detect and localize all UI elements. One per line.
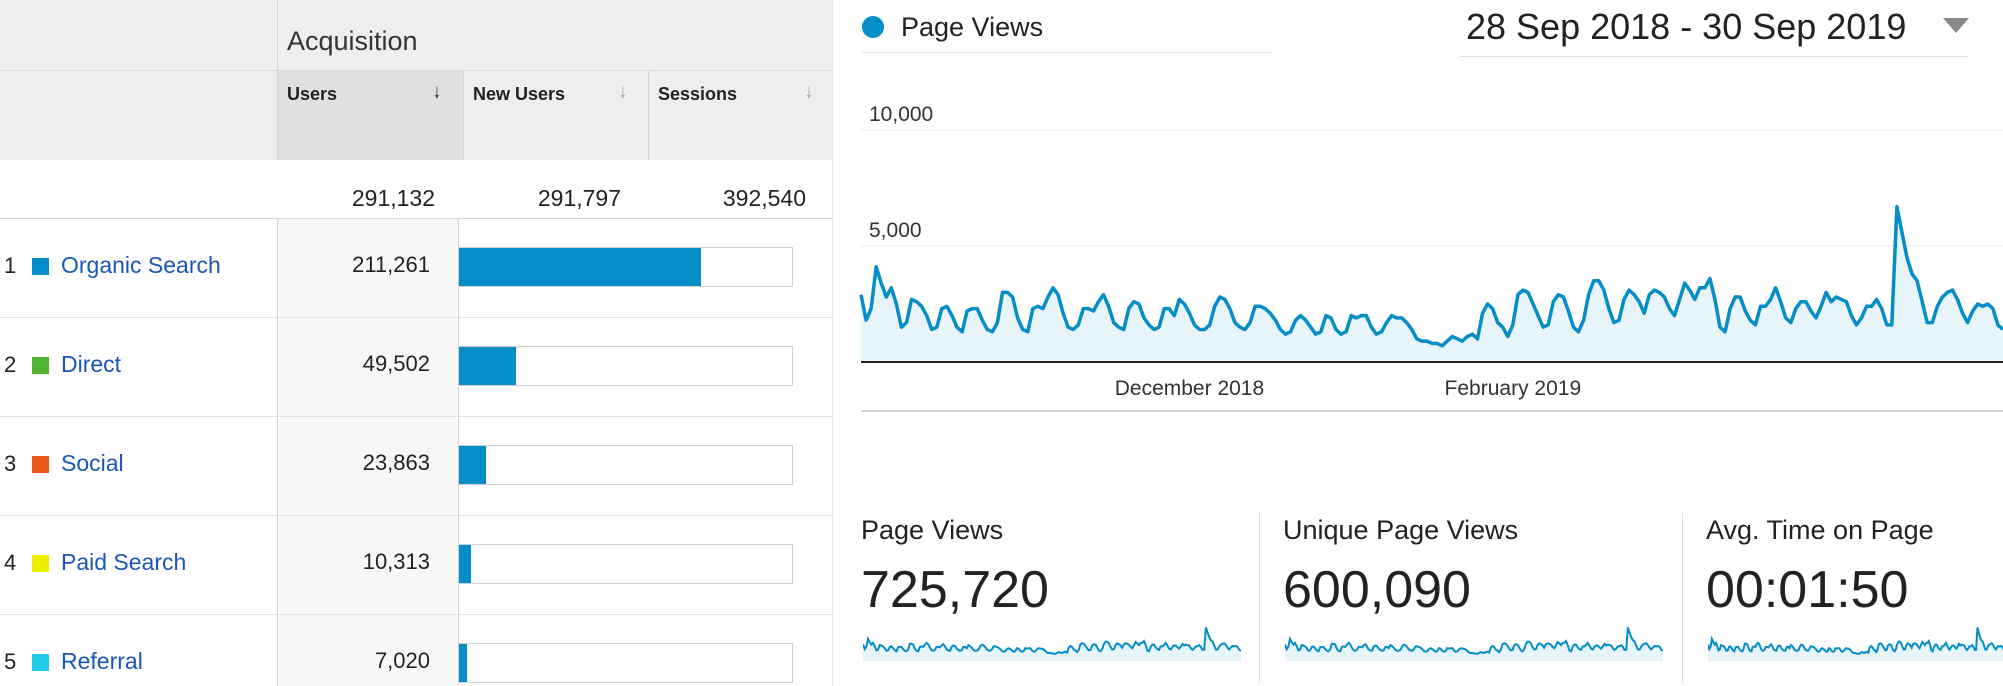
- column-divider: [648, 71, 649, 218]
- users-column-header-bg: [277, 71, 463, 160]
- metric-divider: [1259, 513, 1260, 683]
- legend-underline: [862, 52, 1272, 53]
- column-header-users[interactable]: Users: [287, 84, 338, 104]
- sparkline-line: [863, 627, 1241, 655]
- users-share-bar-fill: [459, 347, 516, 385]
- metric-label: Page Views: [861, 515, 1004, 545]
- metric-label: Avg. Time on Page: [1706, 515, 1934, 545]
- table-row: 2 Direct 49,502: [0, 318, 832, 417]
- pageviews-panel: Page Views 28 Sep 2018 - 30 Sep 2019 10,…: [833, 0, 2003, 686]
- sparkline-area: [1285, 627, 1663, 661]
- users-column-bg: [277, 219, 458, 686]
- total-users: 291,132: [351, 185, 435, 211]
- pageviews-chart: 10,000 5,000 December 2018 February 2019: [859, 103, 2003, 412]
- y-tick-label: 10,000: [869, 103, 933, 126]
- sparkline-line: [1285, 627, 1663, 655]
- sort-arrow-icon[interactable]: 🠓: [620, 85, 626, 102]
- metric-label: Unique Page Views: [1283, 515, 1519, 545]
- users-share-bar: [458, 247, 793, 287]
- metric-value: 00:01:50: [1706, 561, 1909, 619]
- table-row: 1 Organic Search 211,261: [0, 219, 832, 318]
- channel-color-swatch: [32, 357, 49, 374]
- pageviews-line: [859, 204, 2003, 348]
- table-row: 5 Referral 7,020: [0, 615, 832, 686]
- metric-divider: [1682, 513, 1683, 683]
- row-rank: 4: [4, 550, 17, 575]
- channel-color-swatch: [32, 654, 49, 671]
- channel-users-value: 211,261: [352, 252, 430, 277]
- channel-users-value: 23,863: [362, 450, 430, 475]
- x-tick-label: February 2019: [1445, 377, 1582, 400]
- table-row: 3 Social 23,863: [0, 417, 832, 516]
- users-share-bar-fill: [459, 644, 467, 682]
- users-share-bar: [458, 643, 793, 683]
- row-rank: 2: [4, 352, 17, 377]
- channel-users-value: 10,313: [362, 549, 430, 574]
- panel-divider: [832, 0, 833, 686]
- sort-arrow-icon[interactable]: 🠓: [806, 85, 812, 102]
- channel-link[interactable]: Social: [61, 450, 124, 476]
- acquisition-title: Acquisition: [287, 26, 418, 56]
- row-rank: 1: [4, 253, 17, 278]
- channel-color-swatch: [32, 258, 49, 275]
- total-new-users: 291,797: [537, 185, 621, 211]
- channel-color-swatch: [32, 456, 49, 473]
- users-share-bar: [458, 544, 793, 584]
- channel-color-swatch: [32, 555, 49, 572]
- column-header-sessions[interactable]: Sessions: [658, 84, 738, 104]
- column-header-new-users[interactable]: New Users: [473, 84, 566, 104]
- users-share-bar-fill: [459, 446, 486, 484]
- channel-link[interactable]: Organic Search: [61, 252, 221, 278]
- y-tick-label: 5,000: [869, 219, 922, 242]
- metric-sparkline: [863, 627, 1241, 661]
- pageviews-area: [861, 206, 2003, 362]
- metric-value: 600,090: [1283, 561, 1471, 619]
- legend-label: Page Views: [901, 12, 1044, 42]
- users-share-bar-fill: [459, 545, 471, 583]
- x-tick-label: December 2018: [1115, 377, 1264, 400]
- users-share-bar-fill: [459, 248, 701, 286]
- total-sessions: 392,540: [722, 185, 806, 211]
- column-divider: [463, 71, 464, 218]
- column-divider: [277, 219, 278, 686]
- sparkline-line: [1708, 627, 2003, 655]
- acquisition-table: Acquisition Users 🠓 New Users 🠓 Sessions…: [0, 0, 832, 686]
- sparkline-area: [863, 627, 1241, 661]
- caret-down-icon[interactable]: [1943, 18, 1969, 33]
- row-rank: 5: [4, 649, 17, 674]
- date-underline: [1460, 56, 1968, 57]
- table-row: 4 Paid Search 10,313: [0, 516, 832, 615]
- legend-dot-icon: [862, 16, 884, 38]
- users-share-bar: [458, 346, 793, 386]
- channel-link[interactable]: Paid Search: [61, 549, 187, 575]
- sort-arrow-icon[interactable]: 🠓: [434, 85, 440, 102]
- channel-link[interactable]: Direct: [61, 351, 122, 377]
- sparkline-area: [1708, 627, 2003, 661]
- channel-users-value: 7,020: [374, 648, 430, 673]
- metric-sparkline: [1708, 627, 2003, 661]
- users-share-bar: [458, 445, 793, 485]
- date-range-selector[interactable]: 28 Sep 2018 - 30 Sep 2019: [1466, 6, 1907, 47]
- header-divider: [0, 70, 832, 71]
- column-divider: [277, 0, 278, 218]
- metric-sparkline: [1285, 627, 1663, 661]
- channel-link[interactable]: Referral: [61, 648, 143, 674]
- channel-users-value: 49,502: [362, 351, 430, 376]
- totals-row: [0, 160, 832, 219]
- metric-value: 725,720: [861, 561, 1049, 619]
- row-rank: 3: [4, 451, 17, 476]
